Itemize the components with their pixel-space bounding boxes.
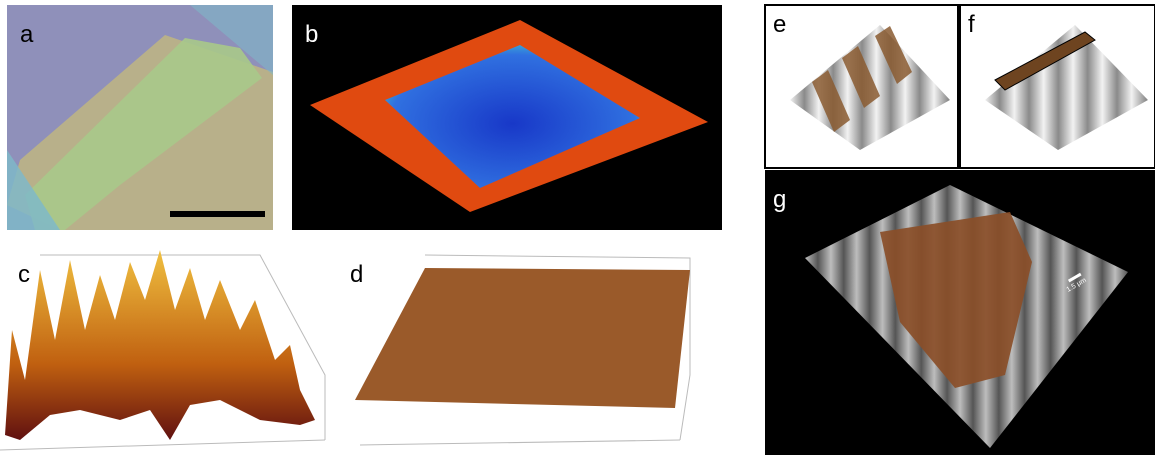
panel-label: f: [968, 11, 975, 38]
page: {"panels": [{"label": "a"}, {"label": "b…: [0, 0, 1155, 455]
panel-label: b: [305, 21, 318, 48]
panel-label: a: [20, 21, 34, 48]
figure: a b c d e f: [0, 0, 1155, 455]
axis-box: [0, 440, 325, 450]
panel-label: g: [773, 186, 786, 213]
panel-label: d: [350, 261, 363, 288]
surface: [355, 268, 690, 408]
panel-a: a: [7, 5, 273, 230]
panel-c: c: [0, 250, 325, 450]
axis-box: [360, 440, 680, 445]
panel-e: e: [765, 5, 958, 168]
panel-f: f: [960, 5, 1155, 168]
scale-bar: [170, 211, 265, 217]
panel-d: d: [350, 255, 690, 445]
surface: [5, 250, 315, 440]
panel-g: 1.5 μm g: [765, 170, 1155, 455]
panel-b: b: [292, 5, 722, 230]
panel-label: e: [773, 11, 786, 38]
panel-label: c: [18, 261, 30, 288]
